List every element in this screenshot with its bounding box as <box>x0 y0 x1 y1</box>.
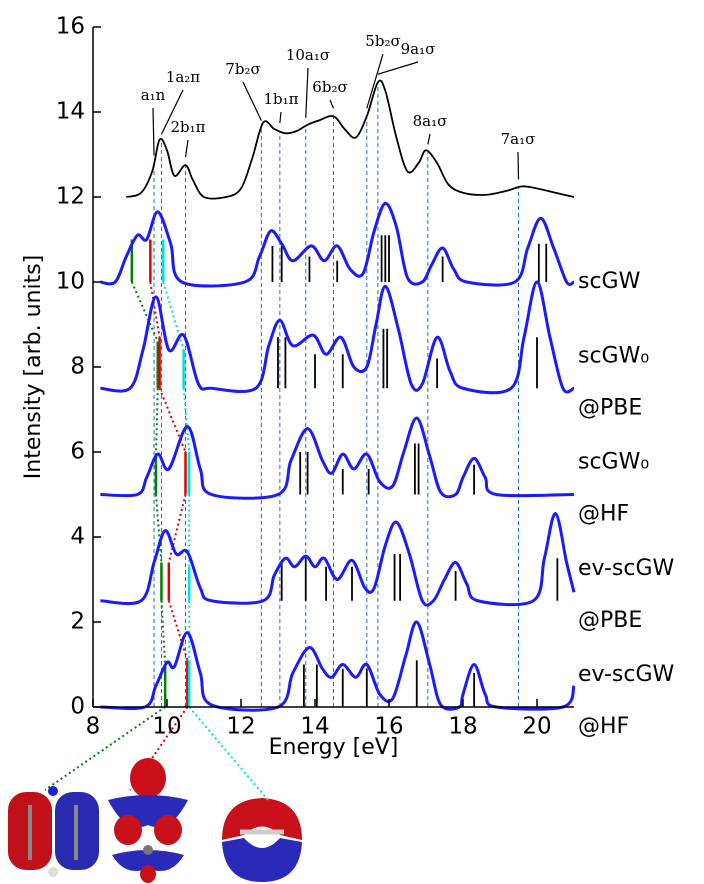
series-label: scGW₀ <box>578 343 649 368</box>
connector <box>162 281 185 351</box>
assignment-label: a₁n <box>141 86 166 104</box>
connector <box>158 387 187 453</box>
series-label: ev-scGW <box>578 662 675 687</box>
spectrum-curve <box>100 201 575 288</box>
connector <box>167 600 189 661</box>
series-label: scGW₀ <box>578 450 649 475</box>
series-label: @HF <box>578 502 629 527</box>
assignment-tick <box>152 107 155 156</box>
assignment-label: 5b₂σ <box>365 32 400 50</box>
series-label: @PBE <box>578 608 642 633</box>
assignment-label: 6b₂σ <box>312 78 347 96</box>
assignment-tick <box>184 139 189 158</box>
x-axis-label: Energy [eV] <box>269 735 399 760</box>
spectrum-curve <box>100 620 576 712</box>
assignment-label: 7a₁σ <box>501 130 536 148</box>
x-tick-label: 14 <box>300 714 329 740</box>
assignment-tick <box>305 67 309 118</box>
y-tick-label: 4 <box>70 524 85 550</box>
y-tick-label: 8 <box>70 354 85 380</box>
assignment-tick <box>279 111 282 124</box>
series-label: @PBE <box>578 395 642 420</box>
y-tick-label: 6 <box>70 439 85 465</box>
connector <box>129 706 189 791</box>
x-tick-label: 8 <box>86 714 101 740</box>
assignment-tick <box>160 89 184 135</box>
spectrum-curve <box>100 512 576 607</box>
series-label: scGW <box>578 269 641 294</box>
x-tick-label: 10 <box>152 714 181 740</box>
assignment-tick <box>377 61 419 75</box>
assignment-tick <box>366 53 384 109</box>
connector <box>44 706 166 791</box>
connector <box>154 494 163 563</box>
assignment-label: 1a₂π <box>166 68 200 86</box>
connector <box>167 494 187 563</box>
y-tick-label: 0 <box>70 694 85 720</box>
assignment-tick <box>517 151 520 180</box>
spectrum-curve <box>100 280 575 395</box>
x-tick-label: 20 <box>522 714 551 740</box>
connector <box>130 281 159 342</box>
assignment-label: 10a₁σ <box>286 46 330 64</box>
y-tick-label: 14 <box>56 99 85 125</box>
connector <box>154 388 159 457</box>
orbital-images <box>8 758 302 883</box>
connector <box>182 388 191 453</box>
orbital-2 <box>108 758 188 883</box>
connector <box>149 281 161 338</box>
orbital-1 <box>8 786 99 877</box>
assignment-tick <box>329 99 335 109</box>
y-tick-label: 10 <box>56 269 85 295</box>
assignment-label: 2b₁π <box>170 118 205 136</box>
assignment-tick <box>427 133 431 145</box>
connector <box>188 706 269 801</box>
orbital-3 <box>222 798 302 882</box>
x-tick-label: 16 <box>374 714 403 740</box>
series-label: ev-scGW <box>578 556 675 581</box>
assignment-label: 1b₁π <box>263 90 298 108</box>
spectrum-curve <box>100 416 575 500</box>
connector <box>160 600 167 665</box>
y-axis-label: Intensity [arb. units] <box>21 255 46 479</box>
assignment-label: 8a₁σ <box>413 112 448 130</box>
y-tick-label: 16 <box>56 14 85 40</box>
assignment-tick <box>242 81 262 121</box>
y-tick-label: 2 <box>70 609 85 635</box>
x-tick-label: 18 <box>448 714 477 740</box>
assignment-label: 9a₁σ <box>401 40 436 58</box>
series-label: @HF <box>578 714 629 739</box>
assignment-label: 7b₂σ <box>225 60 260 78</box>
y-tick-label: 12 <box>56 184 85 210</box>
x-tick-label: 12 <box>226 714 255 740</box>
experiment-curve <box>126 79 575 200</box>
